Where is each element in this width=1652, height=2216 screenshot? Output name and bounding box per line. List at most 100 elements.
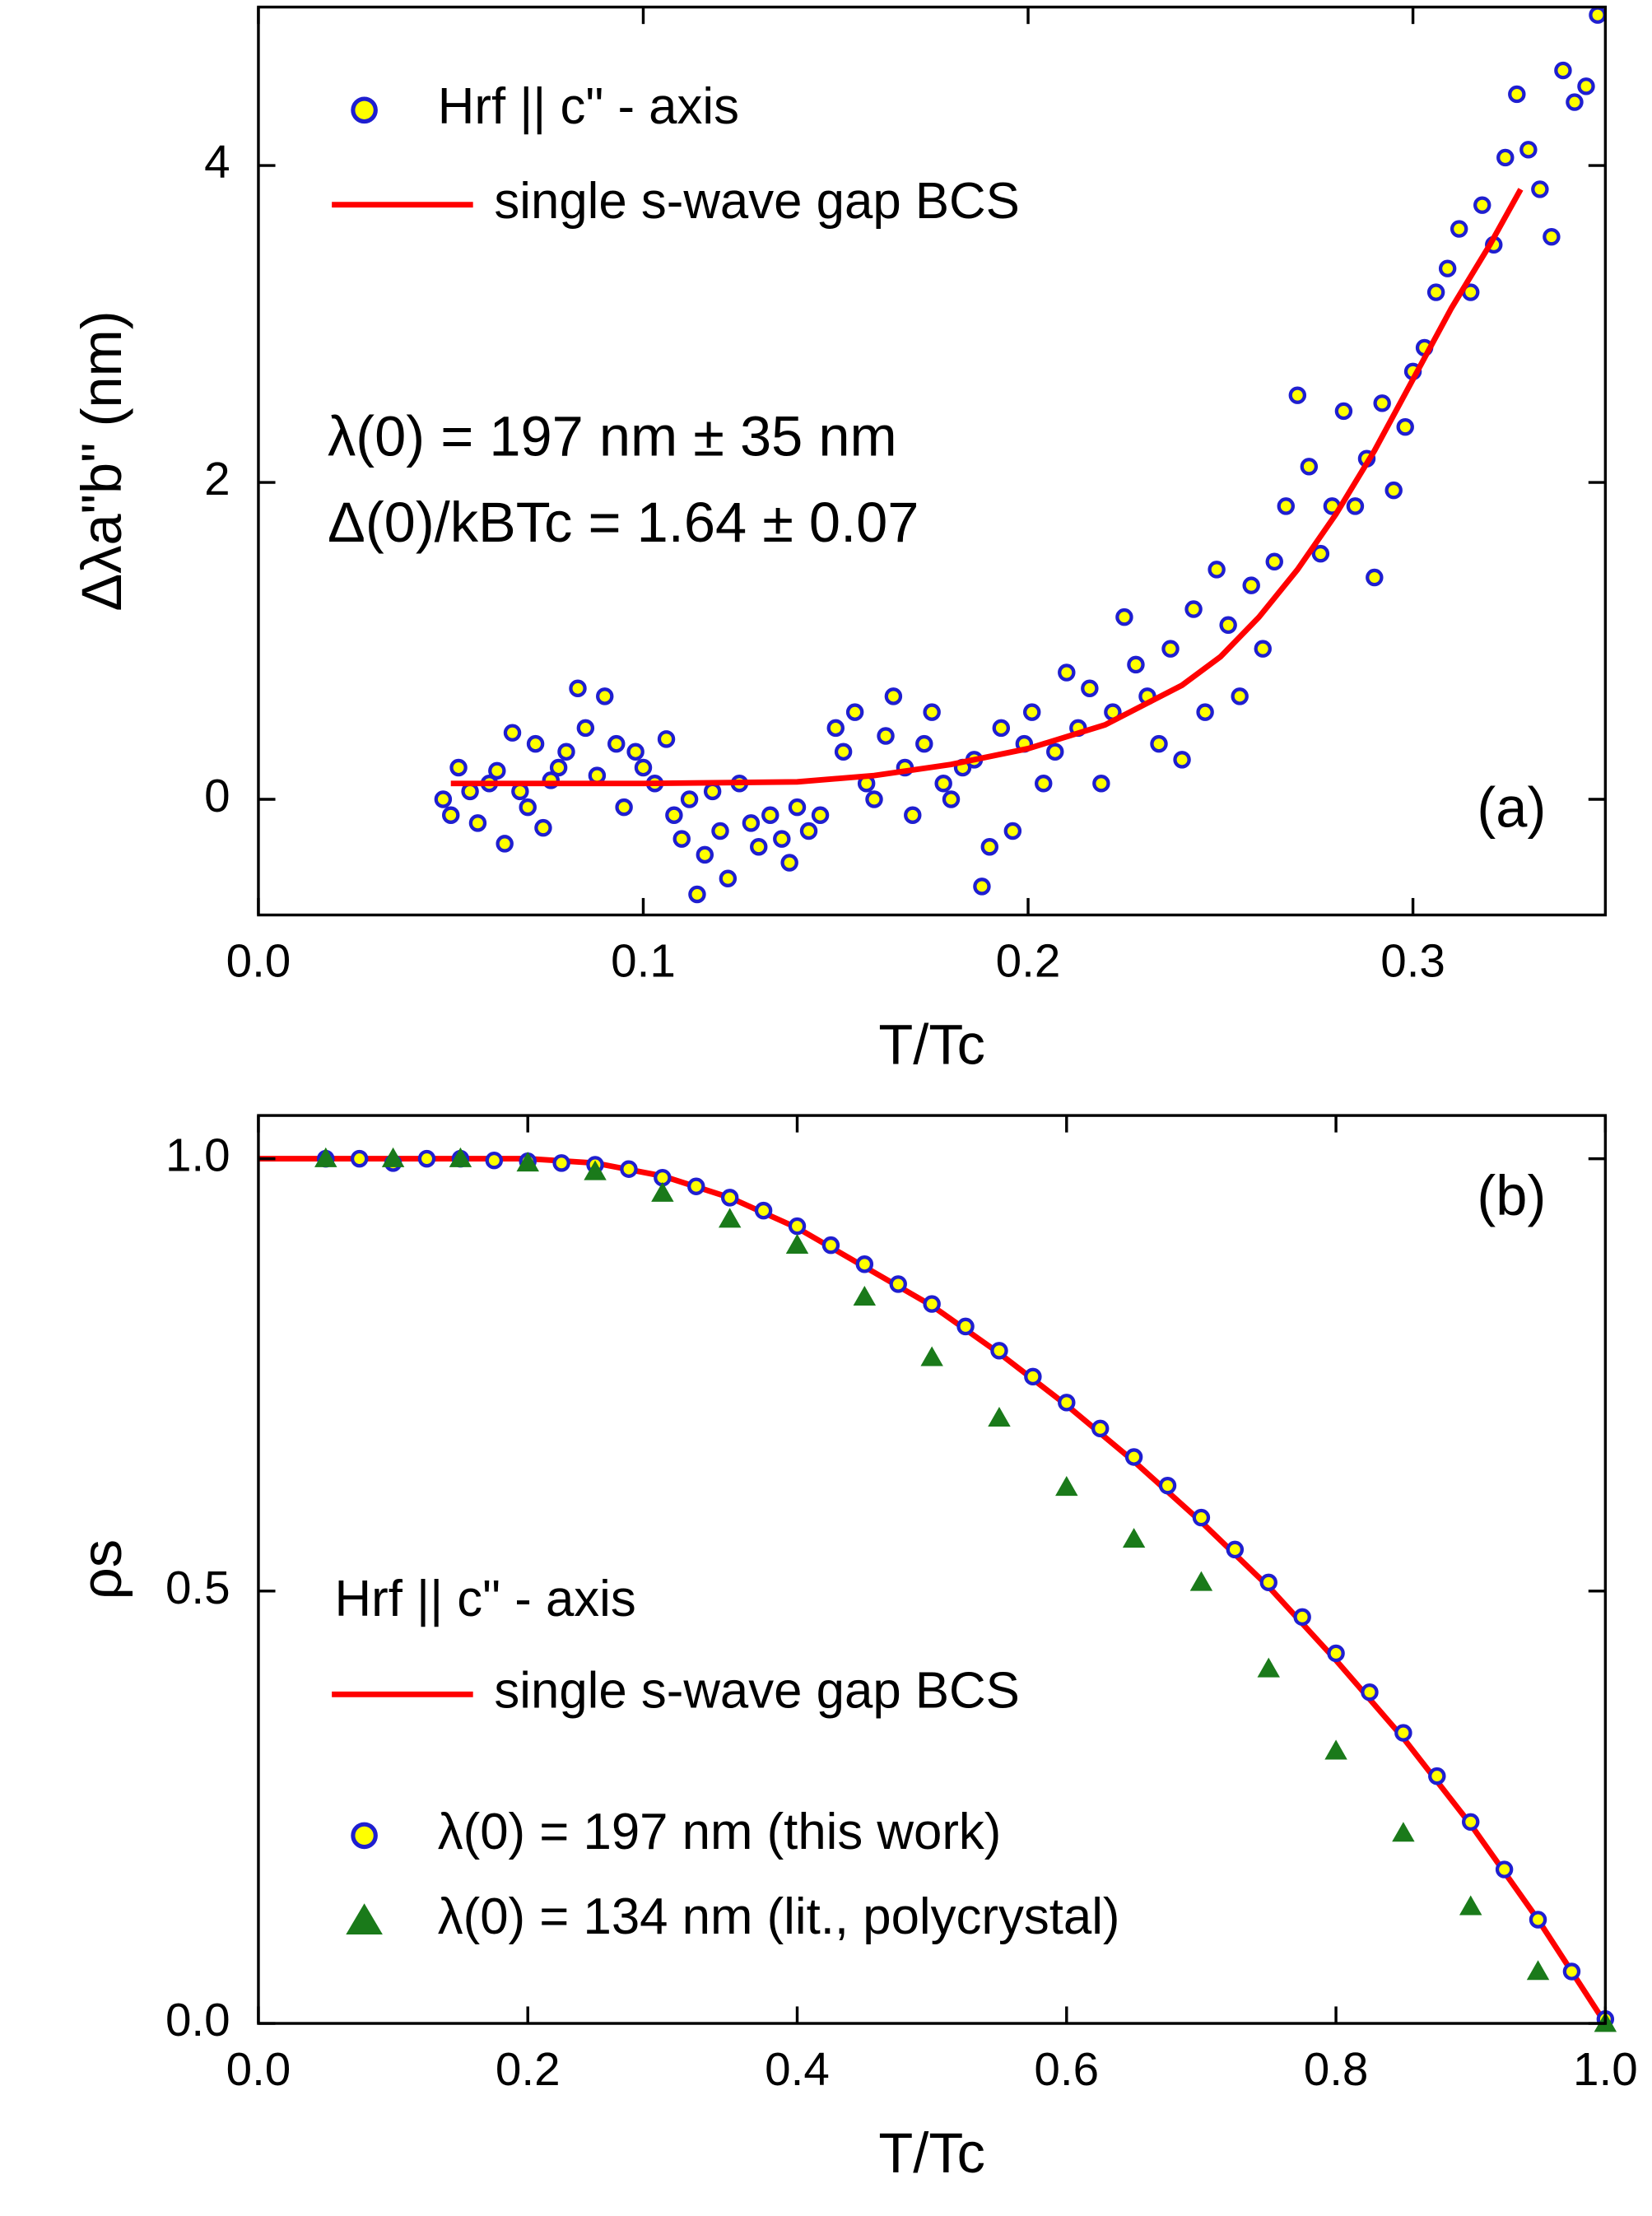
data-point — [552, 1154, 570, 1172]
data-point — [557, 743, 575, 761]
data-point — [1496, 148, 1515, 167]
data-point — [742, 814, 761, 832]
plot-frame — [257, 5, 1608, 917]
data-point — [1450, 220, 1468, 238]
data-point — [877, 727, 895, 745]
legend-label: Hrf || c" - axis — [438, 78, 739, 135]
legend-marker — [346, 1903, 383, 1934]
data-point — [519, 798, 537, 817]
data-point — [461, 782, 479, 801]
data-point — [980, 838, 999, 856]
x-axis-label: T/Tc — [878, 1013, 985, 1077]
data-point — [314, 1147, 337, 1167]
data-point — [596, 687, 614, 705]
data-point — [449, 758, 468, 777]
data-point — [773, 830, 791, 848]
data-point — [1473, 196, 1491, 214]
x-tick-label: 0.0 — [226, 935, 291, 987]
data-point — [1577, 77, 1595, 95]
data-point — [923, 1295, 941, 1313]
data-point — [534, 818, 552, 837]
data-point — [942, 790, 961, 808]
data-point — [468, 814, 487, 832]
data-point — [1158, 1476, 1177, 1495]
data-point — [441, 806, 460, 824]
data-point — [1150, 734, 1168, 753]
data-point — [1566, 93, 1584, 111]
data-point — [1529, 1911, 1547, 1929]
x-axis-label: T/Tc — [878, 2121, 985, 2185]
data-point — [1024, 1367, 1042, 1386]
data-point — [615, 798, 633, 817]
legend-marker — [351, 1822, 378, 1850]
data-point — [1324, 1739, 1347, 1760]
data-point — [549, 758, 568, 777]
data-point — [855, 1255, 874, 1273]
x-tick-label: 0.6 — [1034, 2043, 1099, 2095]
data-point — [788, 798, 807, 817]
data-point — [576, 719, 595, 738]
y-tick-label: 4 — [204, 136, 230, 188]
data-point — [1257, 1657, 1280, 1678]
data-point — [607, 734, 626, 753]
data-point — [1127, 655, 1145, 674]
data-point — [1293, 1608, 1311, 1627]
annotation: Δ(0)/kBTc = 1.64 ± 0.07 — [328, 491, 919, 554]
y-tick-label: 1.0 — [165, 1129, 230, 1181]
data-point — [1300, 458, 1319, 476]
data-point — [588, 766, 607, 784]
data-point — [711, 822, 729, 840]
legend-marker — [351, 96, 378, 124]
data-point — [1242, 576, 1260, 594]
data-point — [1196, 703, 1214, 721]
annotation: (a) — [1477, 775, 1546, 839]
data-point — [503, 724, 522, 742]
y-tick-label: 2 — [204, 453, 230, 505]
data-point — [845, 703, 864, 721]
x-tick-label: 0.1 — [611, 935, 676, 987]
data-point — [1384, 481, 1403, 500]
data-point — [1394, 1724, 1412, 1742]
data-point — [889, 1275, 907, 1293]
data-point — [1531, 180, 1549, 198]
data-point — [417, 1149, 436, 1168]
data-point — [434, 790, 453, 808]
data-point — [1508, 85, 1526, 104]
data-point — [1589, 6, 1607, 24]
data-point — [1526, 1960, 1550, 1981]
data-point — [1091, 1419, 1110, 1438]
data-point — [1058, 663, 1076, 682]
legend-label: single s-wave gap BCS — [494, 173, 1019, 230]
data-point — [1311, 544, 1330, 563]
data-point — [992, 719, 1011, 738]
data-point — [511, 782, 529, 801]
data-point — [1495, 1860, 1514, 1878]
data-point — [934, 775, 952, 793]
data-point — [688, 885, 706, 904]
data-point — [1035, 775, 1053, 793]
y-tick-label: 0 — [204, 770, 230, 822]
data-point — [626, 743, 645, 761]
data-point — [1519, 141, 1538, 159]
data-point — [1092, 775, 1110, 793]
data-point — [1055, 1476, 1078, 1497]
data-point — [703, 782, 722, 801]
x-tick-label: 0.2 — [496, 2043, 561, 2095]
data-point — [634, 758, 653, 777]
x-tick-label: 0.8 — [1304, 2043, 1369, 2095]
data-point — [1173, 751, 1191, 769]
x-tick-label: 1.0 — [1573, 2043, 1638, 2095]
data-point — [496, 835, 514, 853]
y-tick-label: 0.0 — [165, 1994, 230, 2046]
data-point — [821, 1236, 840, 1255]
y-tick-label: 0.5 — [165, 1562, 230, 1613]
data-point — [956, 1317, 975, 1336]
data-point — [687, 1177, 705, 1195]
data-point — [350, 1149, 369, 1168]
data-point — [1426, 283, 1445, 301]
legend-label: λ(0) = 197 nm (this work) — [438, 1804, 1002, 1860]
data-point — [884, 687, 903, 705]
data-point — [1081, 679, 1099, 697]
data-point — [620, 1160, 638, 1178]
